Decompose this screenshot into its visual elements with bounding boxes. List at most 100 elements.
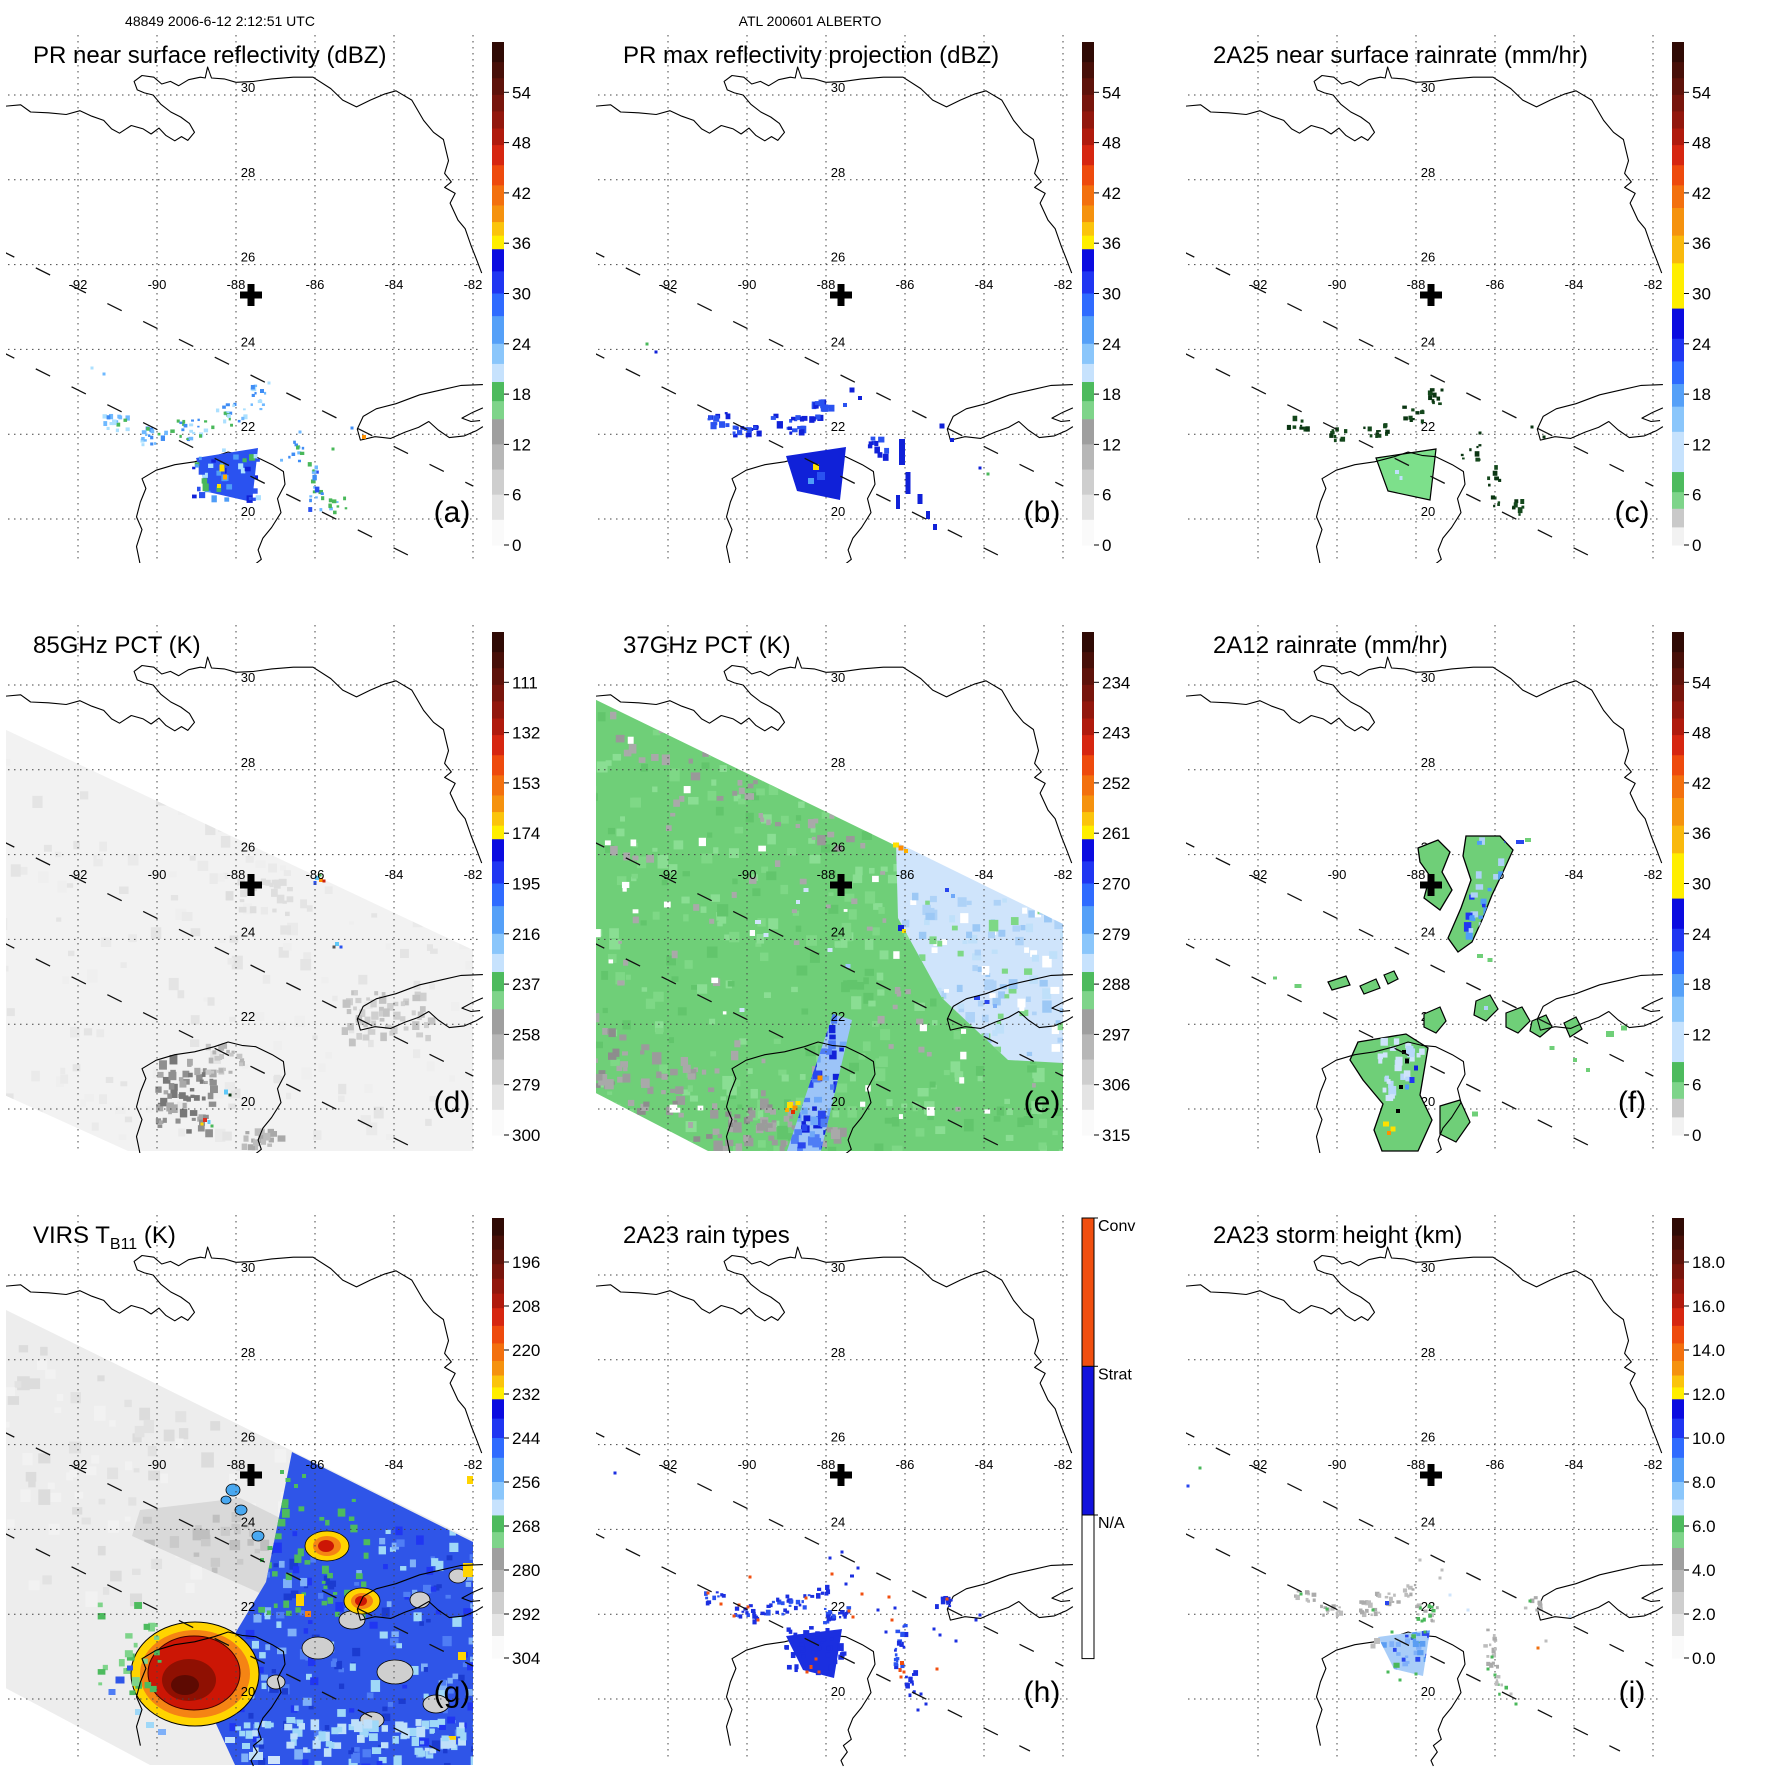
data-dots-layer xyxy=(1385,1601,1389,1605)
storm-center-cross-marker xyxy=(240,1464,262,1486)
map-area: 30 28 26 24 22 20 -92 -90 -88 -86 -84 -82 xyxy=(6,625,484,1153)
map-canvas-g: 30 28 26 24 22 20 -92 -90 -88 -86 -84 -82 (g) VIRS TB… xyxy=(6,1215,540,1767)
colorbar-tick-label: 6.0 xyxy=(1692,1517,1716,1536)
lon-label: -82 xyxy=(464,867,483,882)
coastline-path xyxy=(461,407,484,423)
colorbar-tick-label: 258 xyxy=(512,1025,540,1044)
lat-label: 24 xyxy=(1421,334,1435,349)
data-dots-layer xyxy=(200,1118,214,1128)
pixel-speckle-layer xyxy=(935,1595,953,1610)
colorbar-tick-label: 24 xyxy=(1692,335,1711,354)
colorbar-category-label: N/A xyxy=(1098,1515,1125,1532)
swath-edge-dashed-line xyxy=(1186,353,1606,563)
data-region xyxy=(1529,1014,1553,1038)
panel-title: PR max reflectivity projection (dBZ) xyxy=(623,42,999,69)
swath-edge-dashed-line xyxy=(1186,842,1654,1077)
coastline-path xyxy=(6,66,483,274)
lat-label: 26 xyxy=(1421,250,1435,265)
colorbar: 54 48 42 36 30 24 18 12 6 0 xyxy=(492,42,531,555)
panel-h: 30 28 26 24 22 20 -92 -90 -88 -86 -84 -82 (h) 2A23 ra… xyxy=(590,1180,1180,1771)
pixel-speckle-layer xyxy=(1294,1589,1317,1603)
swath-edge-dashed-line xyxy=(596,943,1016,1153)
data-dots-layer xyxy=(135,1709,280,1764)
lon-label: -90 xyxy=(1328,1457,1347,1472)
coastline-path xyxy=(1315,1041,1466,1153)
colorbar-tick-label: 8.0 xyxy=(1692,1473,1716,1492)
data-dots-layer xyxy=(1509,1692,1518,1706)
coastline-path xyxy=(1536,384,1664,441)
lon-label: -88 xyxy=(1407,867,1426,882)
lat-label: 20 xyxy=(1421,1684,1435,1699)
data-blob-layer xyxy=(343,1587,381,1615)
lat-label: 30 xyxy=(241,670,255,685)
lon-label: -84 xyxy=(385,277,404,292)
colorbar-tick-label: 10.0 xyxy=(1692,1429,1725,1448)
panel-title: 37GHz PCT (K) xyxy=(623,632,791,659)
colorbar-tick-label: 220 xyxy=(512,1341,540,1360)
lon-label: -88 xyxy=(1407,1457,1426,1472)
colorbar-tick-label: 36 xyxy=(512,234,531,253)
lon-label: -82 xyxy=(1054,277,1073,292)
data-region xyxy=(1439,1099,1471,1143)
lon-label: -88 xyxy=(817,1457,836,1472)
lat-label: 22 xyxy=(241,1599,255,1614)
colorbar: 111 132 153 174 195 216 237 258 279 300 xyxy=(492,632,540,1145)
lat-label: 20 xyxy=(831,1684,845,1699)
colorbar-tick-label: 36 xyxy=(1102,234,1121,253)
lat-label: 20 xyxy=(1421,504,1435,519)
colorbar-tick-label: 54 xyxy=(1692,83,1711,102)
data-region xyxy=(596,699,1063,1151)
storm-center-cross-marker xyxy=(830,1464,852,1486)
data-region xyxy=(1505,1006,1531,1034)
coastline-path xyxy=(725,1041,876,1153)
data-dots-layer xyxy=(916,1692,928,1712)
lat-label: 24 xyxy=(831,924,845,939)
coastlines xyxy=(1186,1246,1664,1767)
colorbar-tick-label: 256 xyxy=(512,1473,540,1492)
lon-label: -82 xyxy=(1644,1457,1663,1472)
colorbar-tick-label: 234 xyxy=(1102,673,1130,692)
panel-a: 30 28 26 24 22 20 -92 -90 -88 -86 -84 -82 (a) PR near… xyxy=(0,0,590,590)
coastlines xyxy=(596,1246,1074,1767)
data-region xyxy=(1423,1006,1447,1034)
coastline-path xyxy=(1051,997,1074,1013)
pixel-speckle-layer xyxy=(1427,388,1442,406)
lon-label: -88 xyxy=(817,277,836,292)
lon-label: -84 xyxy=(1565,277,1584,292)
data-top-layers xyxy=(1186,1466,1572,1706)
colorbar: 54 48 42 36 30 24 18 12 6 0 xyxy=(1672,42,1711,555)
colorbar-tick-label: 12.0 xyxy=(1692,1385,1725,1404)
lat-label: 24 xyxy=(241,924,255,939)
data-top-layers xyxy=(613,1471,982,1712)
lat-label: 26 xyxy=(241,250,255,265)
data-dots-layer xyxy=(805,1657,821,1674)
lon-label: -86 xyxy=(306,1457,325,1472)
colorbar-tick-label: 297 xyxy=(1102,1025,1130,1044)
colorbar-tick-label: 279 xyxy=(512,1076,540,1095)
lon-label: -86 xyxy=(896,277,915,292)
data-dots-layer xyxy=(808,464,825,484)
lon-label: -92 xyxy=(69,867,88,882)
lon-label: -92 xyxy=(1249,867,1268,882)
storm-center-cross-marker xyxy=(830,284,852,306)
coastline-path xyxy=(596,656,1073,864)
pixel-speckle-layer xyxy=(904,1670,919,1698)
lat-label: 30 xyxy=(831,1260,845,1275)
map-annotations xyxy=(1186,842,1654,1153)
colorbar-tick-label: 14.0 xyxy=(1692,1341,1725,1360)
swath-edge-dashed-line xyxy=(6,842,474,1077)
pixel-speckle-layer xyxy=(1329,427,1348,443)
colorbar-tick-label: 306 xyxy=(1102,1076,1130,1095)
data-region xyxy=(1447,835,1514,953)
colorbar-tick-label: 18 xyxy=(512,385,531,404)
coastline-path xyxy=(1186,66,1663,274)
lon-label: -86 xyxy=(306,867,325,882)
map-canvas-b: 30 28 26 24 22 20 -92 -90 -88 -86 -84 -82 (b) PR max … xyxy=(596,13,1121,563)
panel-c: 30 28 26 24 22 20 -92 -90 -88 -86 -84 -82 (c) 2A25 ne… xyxy=(1180,0,1770,590)
colorbar-tick-label: 268 xyxy=(512,1517,540,1536)
lon-label: -82 xyxy=(1644,277,1663,292)
colorbar-tick-label: 0 xyxy=(1692,1126,1701,1145)
